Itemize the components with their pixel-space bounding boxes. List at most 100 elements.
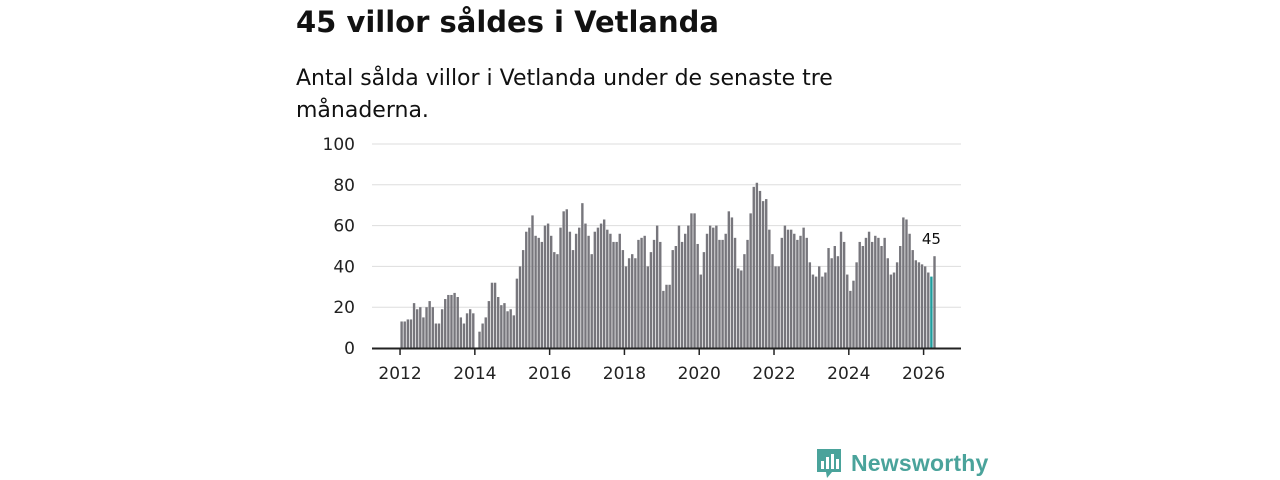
y-tick-label-40: 40 bbox=[333, 257, 355, 277]
bar bbox=[768, 229, 771, 348]
bar bbox=[634, 258, 637, 348]
bar bbox=[537, 237, 540, 348]
newsworthy-logo-icon bbox=[817, 449, 841, 478]
y-axis-ticks: 0 20 40 60 80 100 bbox=[323, 135, 355, 359]
bar bbox=[400, 321, 403, 348]
x-tick-label-2026: 2026 bbox=[902, 364, 945, 384]
bar bbox=[833, 246, 836, 348]
bar bbox=[503, 303, 506, 348]
bar bbox=[581, 203, 584, 348]
bar bbox=[652, 239, 656, 348]
x-tick-label-2014: 2014 bbox=[453, 364, 496, 384]
bar bbox=[415, 309, 419, 348]
bar bbox=[671, 250, 674, 348]
bar bbox=[927, 272, 930, 348]
bar bbox=[546, 223, 550, 348]
bar-chart: 0 20 40 60 80 100 2012 2014 2016 2018 2020 2022 202… bbox=[323, 135, 961, 384]
bar bbox=[609, 233, 612, 348]
bar bbox=[484, 317, 487, 348]
bar bbox=[568, 231, 572, 348]
bar bbox=[902, 217, 905, 348]
bar bbox=[705, 233, 709, 348]
bar bbox=[923, 266, 927, 348]
bar bbox=[606, 229, 609, 348]
y-tick-label-100: 100 bbox=[323, 135, 355, 155]
bar bbox=[490, 282, 494, 348]
y-tick-label-0: 0 bbox=[344, 339, 355, 359]
bar bbox=[665, 284, 668, 348]
bar bbox=[761, 201, 765, 348]
x-tick-label-2012: 2012 bbox=[378, 364, 421, 384]
bar bbox=[556, 254, 559, 348]
bar bbox=[518, 266, 522, 348]
bar bbox=[752, 186, 755, 348]
bar bbox=[712, 227, 715, 348]
bar bbox=[821, 276, 824, 348]
bar bbox=[531, 215, 534, 348]
bar bbox=[627, 258, 631, 348]
bar bbox=[587, 235, 590, 348]
bar bbox=[933, 256, 936, 348]
bar bbox=[459, 317, 463, 348]
bar bbox=[596, 227, 600, 348]
bar bbox=[839, 231, 843, 348]
bar bbox=[836, 256, 840, 348]
bar bbox=[802, 227, 805, 348]
bar bbox=[740, 270, 743, 348]
bar bbox=[786, 229, 790, 348]
bar bbox=[920, 264, 924, 348]
bar bbox=[565, 209, 568, 348]
highlight-value-label: 45 bbox=[922, 230, 941, 248]
bar bbox=[765, 199, 768, 348]
bar bbox=[624, 266, 628, 348]
bar bbox=[553, 252, 556, 348]
bar bbox=[730, 217, 734, 348]
bar bbox=[799, 235, 802, 348]
bar bbox=[412, 303, 416, 348]
bar bbox=[422, 317, 425, 348]
bar-highlight bbox=[930, 276, 933, 348]
bar bbox=[571, 250, 575, 348]
bar bbox=[578, 227, 581, 348]
bar bbox=[444, 299, 447, 348]
bar bbox=[434, 323, 438, 348]
bar bbox=[649, 252, 653, 348]
bar bbox=[733, 237, 737, 348]
bar bbox=[440, 309, 444, 348]
bar bbox=[515, 278, 519, 348]
bar bbox=[718, 239, 721, 348]
bar bbox=[811, 274, 815, 348]
bar bbox=[668, 284, 671, 348]
bar bbox=[447, 294, 450, 348]
bar bbox=[874, 235, 877, 348]
bar bbox=[543, 225, 547, 348]
bar bbox=[855, 262, 858, 348]
bar bbox=[528, 227, 531, 348]
brand-name: Newsworthy bbox=[851, 449, 989, 476]
bar bbox=[870, 241, 874, 348]
x-tick-label-2022: 2022 bbox=[752, 364, 795, 384]
bar bbox=[824, 272, 827, 348]
bar bbox=[559, 227, 562, 348]
bar bbox=[677, 225, 681, 348]
bar bbox=[680, 241, 684, 348]
bar bbox=[631, 254, 634, 348]
bar bbox=[771, 254, 774, 348]
bar bbox=[506, 311, 509, 348]
bar bbox=[774, 266, 777, 348]
y-tick-label-80: 80 bbox=[333, 176, 355, 196]
bar bbox=[789, 229, 793, 348]
y-tick-label-60: 60 bbox=[333, 217, 355, 237]
bar bbox=[849, 290, 852, 348]
bar bbox=[584, 223, 587, 348]
bar-series bbox=[400, 182, 936, 348]
bar bbox=[780, 237, 784, 348]
bar bbox=[793, 233, 796, 348]
bar bbox=[655, 225, 659, 348]
chart-title: 45 villor såldes i Vetlanda bbox=[296, 5, 719, 39]
bar bbox=[743, 254, 746, 348]
bar bbox=[534, 235, 537, 348]
bar bbox=[861, 246, 865, 348]
bar bbox=[889, 274, 893, 348]
bar bbox=[846, 274, 849, 348]
